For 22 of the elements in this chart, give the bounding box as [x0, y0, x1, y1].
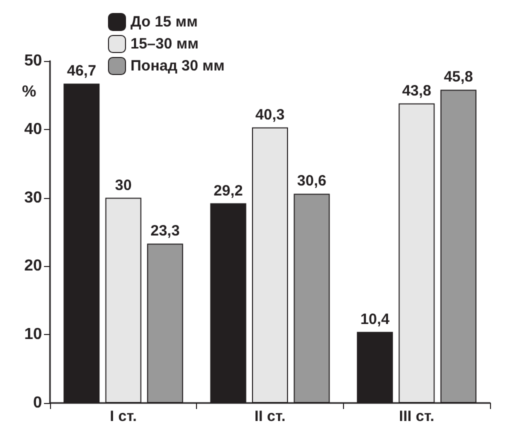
data-label: 40,3	[255, 106, 285, 124]
y-tick-label: 0	[33, 394, 42, 412]
x-tick-label: I ст.	[110, 408, 137, 425]
data-label: 10,4	[360, 310, 390, 328]
data-label: 46,7	[66, 62, 96, 80]
legend-label: Понад 30 мм	[130, 58, 225, 74]
data-label: 43,8	[402, 82, 432, 100]
legend-label: До 15 мм	[130, 14, 198, 30]
x-tick-label: III ст.	[399, 408, 434, 425]
data-label: 29,2	[214, 182, 243, 200]
data-label: 30,6	[297, 172, 326, 190]
legend-label: 15–30 мм	[130, 36, 199, 52]
y-tick-label: 30	[24, 189, 42, 206]
data-label: 45,8	[444, 68, 474, 86]
data-label: 23,3	[150, 222, 180, 240]
data-label: 30	[114, 176, 132, 194]
y-tick-label: 10	[24, 326, 42, 344]
y-tick-label: 50	[24, 52, 42, 70]
y-tick-label: 20	[24, 258, 42, 275]
y-axis-title: %	[22, 84, 36, 100]
x-tick-label: II ст.	[254, 408, 286, 425]
y-tick-label: 40	[24, 120, 42, 138]
